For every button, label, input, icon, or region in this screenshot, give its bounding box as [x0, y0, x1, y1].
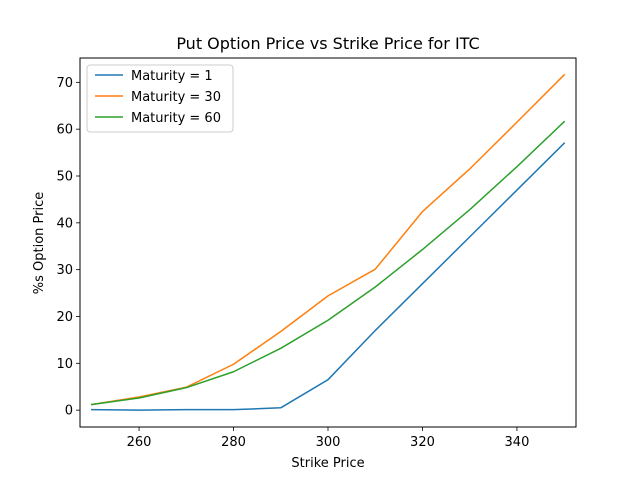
legend-label-3: Maturity = 60	[131, 111, 221, 126]
x-axis-label: Strike Price	[291, 456, 364, 471]
y-axis-label: %s Option Price	[32, 192, 47, 295]
x-tick-label: 320	[410, 435, 435, 450]
x-tick-label: 340	[505, 435, 530, 450]
y-tick-label: 40	[56, 216, 73, 231]
x-tick-label: 280	[221, 435, 246, 450]
y-tick-label: 70	[56, 76, 73, 91]
y-tick-label: 30	[56, 263, 73, 278]
legend-label-2: Maturity = 30	[131, 90, 221, 105]
chart-title: Put Option Price vs Strike Price for ITC	[176, 34, 479, 53]
y-tick-label: 20	[56, 310, 73, 325]
legend-label-1: Maturity = 1	[131, 69, 213, 84]
y-tick-label: 10	[56, 357, 73, 372]
y-tick-label: 0	[65, 404, 73, 419]
y-tick-label: 60	[56, 123, 73, 138]
series-line-1	[91, 142, 566, 411]
x-tick-label: 300	[316, 435, 341, 450]
x-tick-label: 260	[127, 435, 152, 450]
legend-box	[86, 64, 234, 133]
series-line-3	[90, 120, 566, 406]
legend: Maturity = 1 Maturity = 30 Maturity = 60	[86, 64, 234, 133]
y-tick-label: 50	[56, 170, 73, 185]
